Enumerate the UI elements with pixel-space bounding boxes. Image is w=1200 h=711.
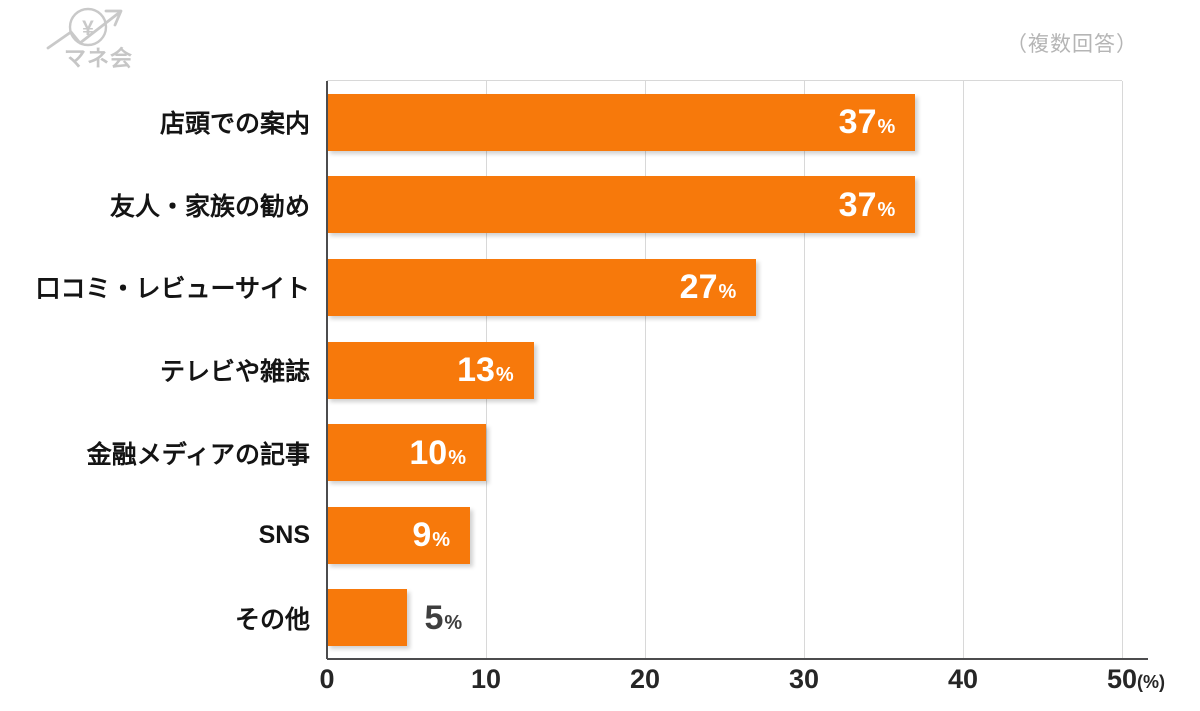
category-label: 友人・家族の勧め (109, 192, 310, 221)
y-axis-line (326, 81, 328, 659)
value-label: 27% (680, 270, 757, 304)
category-label: テレビや雑誌 (159, 358, 310, 387)
x-tick-label: 0 (319, 664, 335, 694)
multiple-answers-note: （複数回答） (1006, 33, 1138, 56)
bar: 9% (327, 506, 471, 564)
x-tick-label: 50 (%) (1106, 664, 1166, 694)
x-tick-label: 30 (788, 664, 820, 694)
chart-row: その他 5% (235, 576, 1122, 659)
category-label: 店頭での案内 (159, 110, 310, 139)
value-label: 9% (412, 518, 470, 552)
gridline (963, 81, 964, 659)
category-label: 金融メディアの記事 (86, 440, 310, 469)
value-label: 5% (425, 601, 463, 635)
value-label: 37% (839, 105, 916, 139)
value-percent-sign: % (448, 446, 466, 469)
value-percent-sign: % (718, 281, 737, 304)
value-percent-sign: % (877, 198, 896, 221)
value-label: 10% (409, 436, 486, 470)
gridline (645, 81, 646, 659)
value-label: 37% (839, 188, 916, 222)
bar: 37% (327, 93, 916, 151)
category-label: SNS (258, 520, 310, 549)
value-percent-sign: % (444, 611, 463, 634)
value-number: 37 (838, 185, 877, 224)
manekai-logo: ¥ マネ会 (46, 7, 133, 70)
x-tick-label: 20 (629, 664, 661, 694)
chart-row: テレビや雑誌 13% (160, 329, 1122, 412)
category-label: その他 (234, 605, 310, 634)
chart-row: 金融メディアの記事 10% (87, 411, 1122, 494)
value-number: 10 (409, 433, 448, 472)
x-tick-label: 40 (947, 664, 979, 694)
value-number: 13 (457, 351, 495, 390)
chart-row: 店頭での案内 37% (160, 81, 1122, 164)
bar: 13% (327, 341, 534, 399)
bar: 10% (327, 424, 486, 482)
bar: 37% (327, 176, 916, 234)
value-number: 37 (838, 103, 877, 142)
x-axis-ticks: 0 10 20 30 40 50 (%) (319, 664, 1165, 706)
x-tick-label: 10 (470, 664, 502, 694)
value-percent-sign: % (877, 116, 896, 139)
value-percent-sign: % (432, 529, 451, 552)
value-percent-sign: % (495, 364, 514, 387)
gridline (804, 81, 805, 659)
chart-row: 口コミ・レビューサイト 27% (35, 246, 1122, 329)
category-label: 口コミ・レビューサイト (35, 275, 310, 304)
value-number: 9 (412, 516, 432, 555)
value-label: 13% (457, 353, 534, 387)
plot-area: 店頭での案内 37% 友人・家族の勧め 37% 口コミ・レビューサイト 27% テレビや雑誌… (35, 80, 1123, 659)
coin-icon (68, 7, 108, 47)
chart-rows: 店頭での案内 37% 友人・家族の勧め 37% 口コミ・レビューサイト 27% テレビや雑誌… (35, 81, 1122, 659)
gridline (1122, 81, 1123, 659)
trend-arrow-icon (46, 9, 123, 50)
bar: 27% (327, 258, 757, 316)
value-number: 27 (679, 268, 718, 307)
chart-row: SNS 9% (259, 494, 1122, 577)
x-axis-line (327, 658, 1148, 660)
chart-row: 友人・家族の勧め 37% (110, 164, 1122, 247)
x-axis-unit-label: (%) (1137, 672, 1166, 692)
bar: 5% (327, 589, 462, 647)
value-number: 5 (424, 598, 444, 637)
logo-text: マネ会 (64, 46, 133, 70)
